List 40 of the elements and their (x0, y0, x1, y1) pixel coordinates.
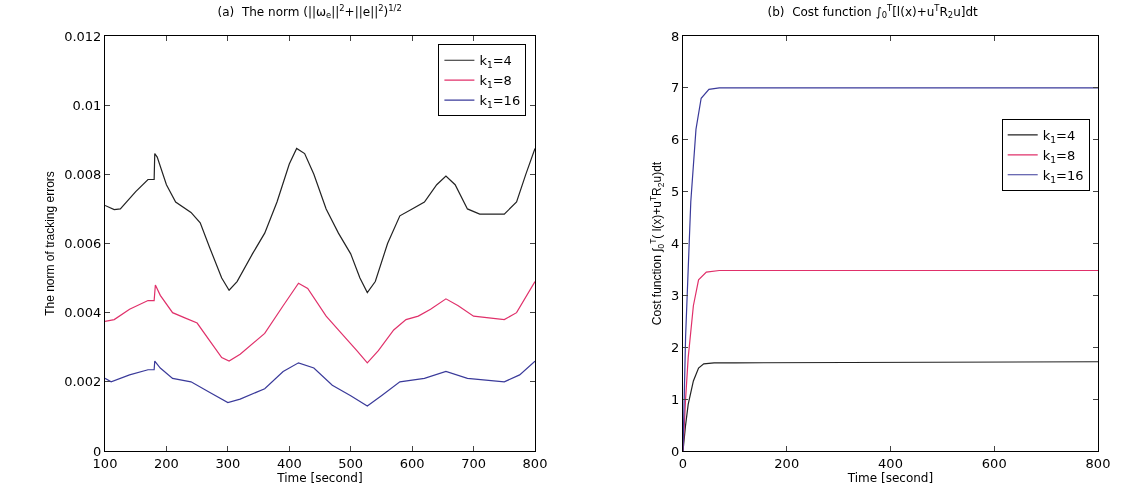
y-tick-label: 0.002 (64, 374, 102, 390)
y-axis-title: The norm of tracking errors (43, 171, 58, 316)
line-series (105, 280, 535, 364)
line-series (105, 360, 535, 407)
y-tick-label: 0.012 (64, 28, 102, 44)
y-tick-label: 8 (671, 28, 680, 44)
x-tick-label: 800 (522, 455, 548, 471)
y-tick-label: 7 (671, 80, 680, 96)
y-tick-label: 0.004 (64, 305, 102, 321)
x-tick-label: 500 (338, 455, 364, 471)
y-tick-label: 1 (671, 391, 680, 407)
x-tick-label: 600 (981, 455, 1007, 471)
y-tick-label: 0 (671, 443, 680, 459)
y-tick-label: 2 (671, 339, 680, 355)
y-tick-label: 5 (671, 184, 680, 200)
x-tick-label: 400 (276, 455, 302, 471)
chart-title: (b) Cost function ∫$_{0}$$^{T}$[l(x)+u$^{T}$R$_{2}$u]dt (767, 2, 979, 21)
x-tick-label: 400 (878, 455, 903, 471)
legend-label: k$_{1}$=4 (1042, 128, 1076, 145)
x-tick-label: 200 (154, 455, 179, 471)
legend-label: k$_{1}$=8 (1042, 147, 1076, 165)
y-tick-label: 4 (671, 236, 680, 252)
x-axis-title: Time [second] (276, 470, 363, 485)
y-tick-label: 3 (671, 287, 680, 303)
y-tick-label: 0.01 (72, 97, 102, 113)
x-tick-label: 700 (461, 455, 486, 471)
chart-title: (a) The norm (||ω$_{e}$||$^{2}$+||e||$^{2}$)$^{1/2}$ (217, 2, 402, 21)
y-tick-label: 6 (671, 132, 680, 148)
x-tick-label: 800 (1085, 455, 1111, 471)
x-axis-title: Time [second] (846, 470, 934, 485)
x-tick-label: 600 (399, 455, 425, 471)
legend-label: k$_{1}$=8 (479, 73, 512, 90)
y-tick-label: 0.008 (64, 166, 102, 182)
line-series (105, 147, 535, 294)
x-tick-label: 300 (215, 455, 241, 471)
x-tick-label: 200 (774, 455, 800, 471)
legend-label: k$_{1}$=16 (1042, 167, 1084, 185)
legend-label: k$_{1}$=16 (479, 93, 521, 110)
y-tick-label: 0.006 (64, 236, 102, 252)
legend-label: k$_{1}$=4 (479, 53, 512, 71)
